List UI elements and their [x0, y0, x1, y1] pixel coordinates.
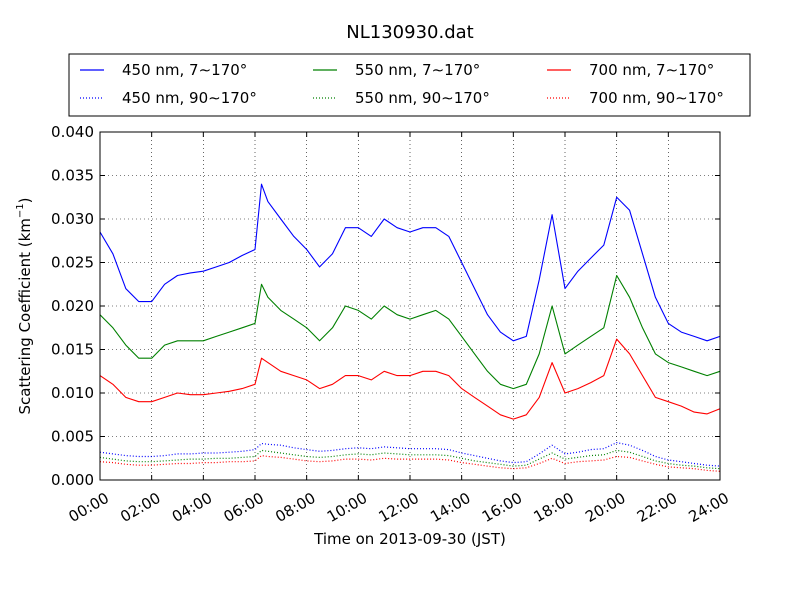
- x-tick-label: 14:00: [427, 489, 473, 526]
- legend-label-4: 700 nm, 7∼170°: [589, 61, 714, 79]
- series-line-2: [99, 274, 721, 390]
- legend-label-2: 550 nm, 7∼170°: [355, 61, 480, 79]
- y-tick-label: 0.030: [51, 210, 94, 228]
- y-tick-label: 0.025: [51, 254, 94, 272]
- x-tick-label: 12:00: [376, 489, 422, 526]
- y-tick-label: 0.010: [51, 384, 94, 402]
- grid: [100, 132, 720, 480]
- legend-frame: [68, 53, 751, 117]
- legend-label-3: 550 nm, 90∼170°: [355, 89, 490, 107]
- x-tick-label: 08:00: [272, 489, 318, 526]
- legend-label-0: 450 nm, 7∼170°: [122, 61, 247, 79]
- y-axis-label: Scattering Coefficient (km−1): [15, 197, 34, 414]
- x-tick-label: 06:00: [221, 489, 267, 526]
- legend-label-1: 450 nm, 90∼170°: [122, 89, 257, 107]
- x-axis-label: Time on 2013-09-30 (JST): [313, 530, 506, 548]
- legend: 450 nm, 7∼170° 550 nm, 7∼170° 700 nm, 7∼17…: [68, 53, 751, 117]
- y-tick-label: 0.000: [51, 471, 94, 489]
- series-line-1: [99, 442, 721, 467]
- series-line-3: [99, 449, 721, 470]
- legend-label-5: 700 nm, 90∼170°: [589, 89, 724, 107]
- series-line-0: [99, 183, 721, 342]
- x-tick-label: 10:00: [324, 489, 370, 526]
- x-tick-label: 00:00: [66, 489, 112, 526]
- y-tick-label: 0.040: [51, 123, 94, 141]
- x-tick-label: 04:00: [169, 489, 215, 526]
- x-tick-label: 20:00: [582, 489, 628, 526]
- x-tick-label: 16:00: [479, 489, 525, 526]
- series-line-5: [99, 455, 721, 472]
- x-tick-label: 18:00: [531, 489, 577, 526]
- y-axis-label-text: Scattering Coefficient (km: [16, 218, 34, 414]
- y-tick-label: 0.015: [51, 341, 94, 359]
- x-tick-label: 22:00: [634, 489, 680, 526]
- plot-area: 00:00 02:00 04:00 06:00 08:00 10:00 12:00 14:00…: [51, 123, 732, 526]
- y-axis-label-unit-exp: −1: [15, 203, 26, 218]
- y-tick-label: 0.035: [51, 167, 94, 185]
- x-tick-label: 02:00: [117, 489, 163, 526]
- chart-title: NL130930.dat: [346, 22, 473, 43]
- y-tick-label: 0.005: [51, 428, 94, 446]
- series-line-4: [99, 338, 721, 420]
- y-tick-label: 0.020: [51, 297, 94, 315]
- series-layer: [99, 183, 721, 472]
- y-axis-label-close: ): [16, 197, 34, 203]
- x-tick-label: 24:00: [686, 489, 732, 526]
